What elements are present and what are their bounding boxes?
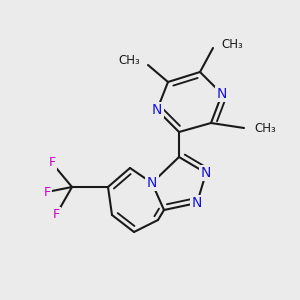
Text: F: F bbox=[44, 185, 51, 199]
Text: N: N bbox=[192, 196, 202, 210]
Text: F: F bbox=[52, 208, 60, 221]
Text: N: N bbox=[152, 103, 162, 117]
Text: CH₃: CH₃ bbox=[118, 55, 140, 68]
Text: CH₃: CH₃ bbox=[221, 38, 243, 50]
Text: F: F bbox=[48, 157, 56, 169]
Text: N: N bbox=[201, 166, 211, 180]
Text: N: N bbox=[217, 87, 227, 101]
Text: CH₃: CH₃ bbox=[254, 122, 276, 134]
Text: N: N bbox=[147, 176, 157, 190]
